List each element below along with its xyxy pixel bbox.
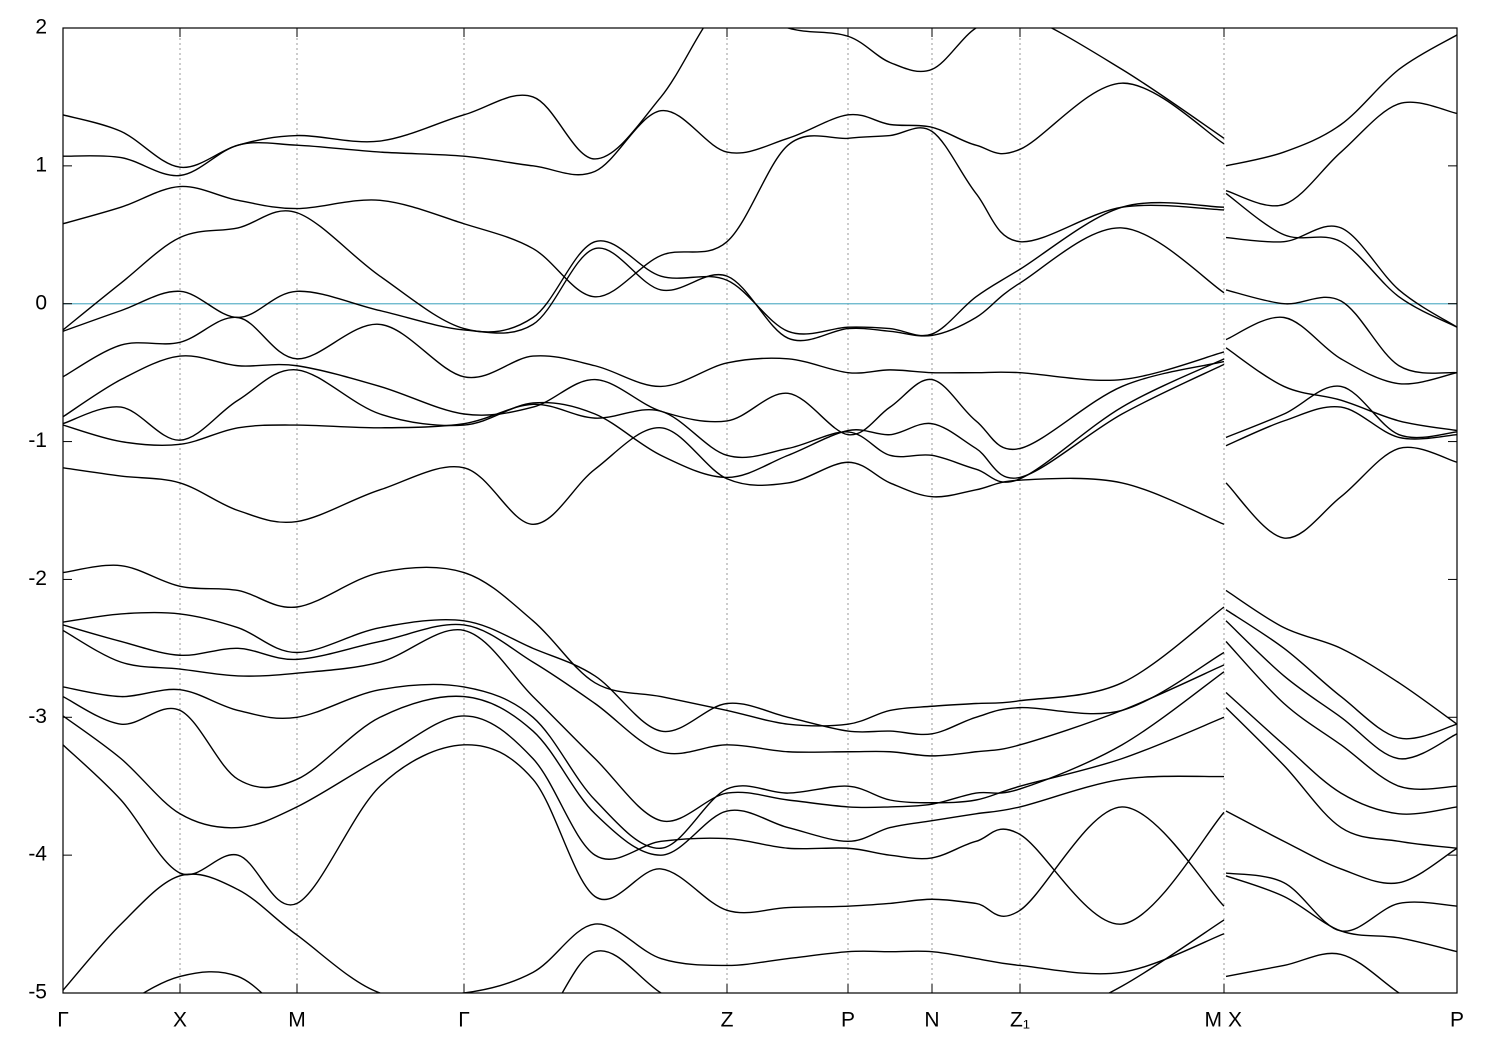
x-tick-label: Γ (57, 1009, 69, 1032)
band-line (63, 427, 1225, 525)
axes: 210-1-2-3-4-5Γ X M Γ Z P N Z₁ M X P (28, 16, 1464, 1032)
band-line (63, 227, 1225, 342)
band-line (63, 744, 1225, 917)
y-tick-label: -5 (28, 981, 47, 1004)
grid (179, 28, 1225, 993)
band-line (1225, 225, 1457, 328)
x-tick-label: M (288, 1009, 306, 1032)
band-line (1225, 34, 1457, 167)
band-line (1225, 101, 1457, 207)
band-line (1225, 405, 1457, 447)
band-line (63, 358, 1225, 483)
band-line (63, 82, 1225, 177)
band-line (1225, 446, 1457, 539)
x-tick-label: Γ (458, 1009, 470, 1032)
band-line (1225, 620, 1457, 760)
y-tick-label: 2 (35, 16, 47, 39)
x-tick-label: N (924, 1009, 939, 1032)
band-line (63, 355, 1225, 451)
band-line (1225, 289, 1457, 374)
plot-frame (62, 27, 1458, 994)
band-line (1225, 385, 1457, 439)
x-tick-label: Z₁ (1010, 1009, 1030, 1032)
band-line (1225, 589, 1457, 725)
band-line (1225, 192, 1457, 328)
x-tick-label: M (1205, 1009, 1223, 1032)
x-tick-label: P (1450, 1009, 1464, 1032)
band-line (63, 695, 1225, 856)
y-tick-label: -3 (28, 705, 47, 728)
band-line (63, 316, 1225, 388)
x-tick-label: X (1228, 1009, 1242, 1032)
band-line (1225, 316, 1457, 385)
x-tick-label: X (173, 1009, 187, 1032)
y-tick-label: -4 (28, 843, 47, 866)
y-tick-label: -2 (28, 567, 47, 590)
band-line (63, 715, 1225, 925)
band-line (1225, 952, 1401, 993)
y-tick-label: -1 (28, 429, 47, 452)
band-line (1225, 347, 1457, 432)
band-line (1225, 872, 1457, 932)
band-line (1225, 875, 1457, 953)
band-line (63, 611, 1225, 736)
band-line (1225, 810, 1457, 885)
band-line (63, 564, 1225, 727)
band-line (1225, 609, 1457, 740)
x-tick-label: Z (721, 1009, 734, 1032)
band-line (142, 919, 1225, 993)
band-line (63, 683, 1225, 849)
y-tick-label: 1 (35, 153, 47, 176)
band-line (63, 623, 1225, 757)
x-tick-label: P (841, 1009, 855, 1032)
band-line (63, 127, 1225, 298)
band-line (63, 873, 1225, 993)
band-line (63, 28, 1225, 168)
band-line (63, 629, 1225, 823)
y-tick-label: 0 (35, 291, 47, 314)
band-line (1225, 691, 1457, 815)
band-line (1225, 640, 1457, 790)
band-line (63, 201, 1225, 337)
bands (63, 28, 1457, 993)
band-line (63, 363, 1225, 479)
band-line (1225, 707, 1457, 849)
